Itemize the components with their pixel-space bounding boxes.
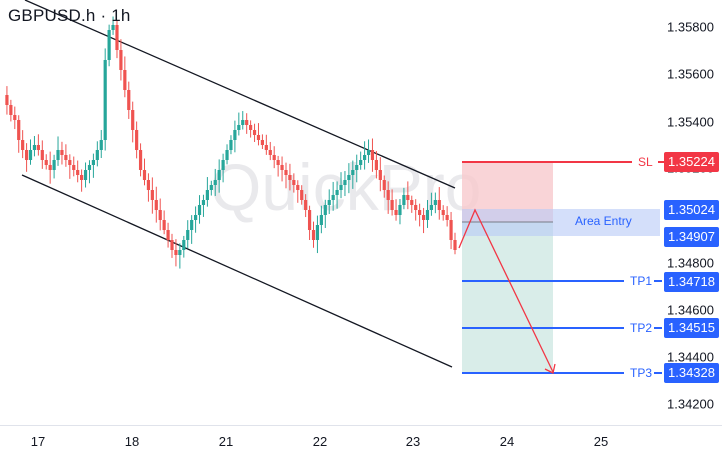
y-axis-label: 1.34600 <box>667 302 714 318</box>
tp3-price-badge: 1.34328 <box>664 363 719 383</box>
reward-zone[interactable] <box>462 222 553 374</box>
y-axis-label: 1.34800 <box>667 255 714 271</box>
entry-high-price-badge: 1.35024 <box>664 200 719 220</box>
channel-lower-line[interactable] <box>21 174 453 368</box>
chart-title: GBPUSD.h · 1h <box>8 6 131 25</box>
y-axis-label: 1.35400 <box>667 114 714 130</box>
tp3-tag: TP3 <box>630 366 653 380</box>
watermark: QuickPro <box>210 150 481 224</box>
candlestick-series <box>5 16 457 269</box>
x-axis-label: 25 <box>593 434 609 449</box>
arrowhead-icon <box>544 363 556 374</box>
x-axis-label: 23 <box>405 434 421 449</box>
channel-upper-line[interactable] <box>24 0 456 189</box>
x-axis-label: 17 <box>30 434 46 449</box>
projection-arrow-path[interactable] <box>458 208 554 373</box>
x-axis-label: 21 <box>218 434 234 449</box>
x-axis-label: 18 <box>124 434 140 449</box>
entry-low-price-badge: 1.34907 <box>664 227 719 247</box>
tp2-price-badge: 1.34515 <box>664 318 719 338</box>
y-axis-label: 1.34400 <box>667 349 714 365</box>
stop-loss-tag: SL <box>638 155 653 169</box>
y-axis-label: 1.34200 <box>667 396 714 412</box>
tp1-price-badge: 1.34718 <box>664 272 719 292</box>
x-axis-label: 24 <box>499 434 515 449</box>
y-axis-label: 1.35800 <box>667 19 714 35</box>
tp1-tag: TP1 <box>630 274 653 288</box>
time-axis-separator <box>0 425 722 426</box>
stop-loss-price-badge: 1.35224 <box>664 152 719 172</box>
tp2-tag: TP2 <box>630 321 653 335</box>
y-axis-label: 1.35600 <box>667 66 714 82</box>
area-entry-label: Area Entry <box>575 214 632 228</box>
x-axis-label: 22 <box>312 434 328 449</box>
